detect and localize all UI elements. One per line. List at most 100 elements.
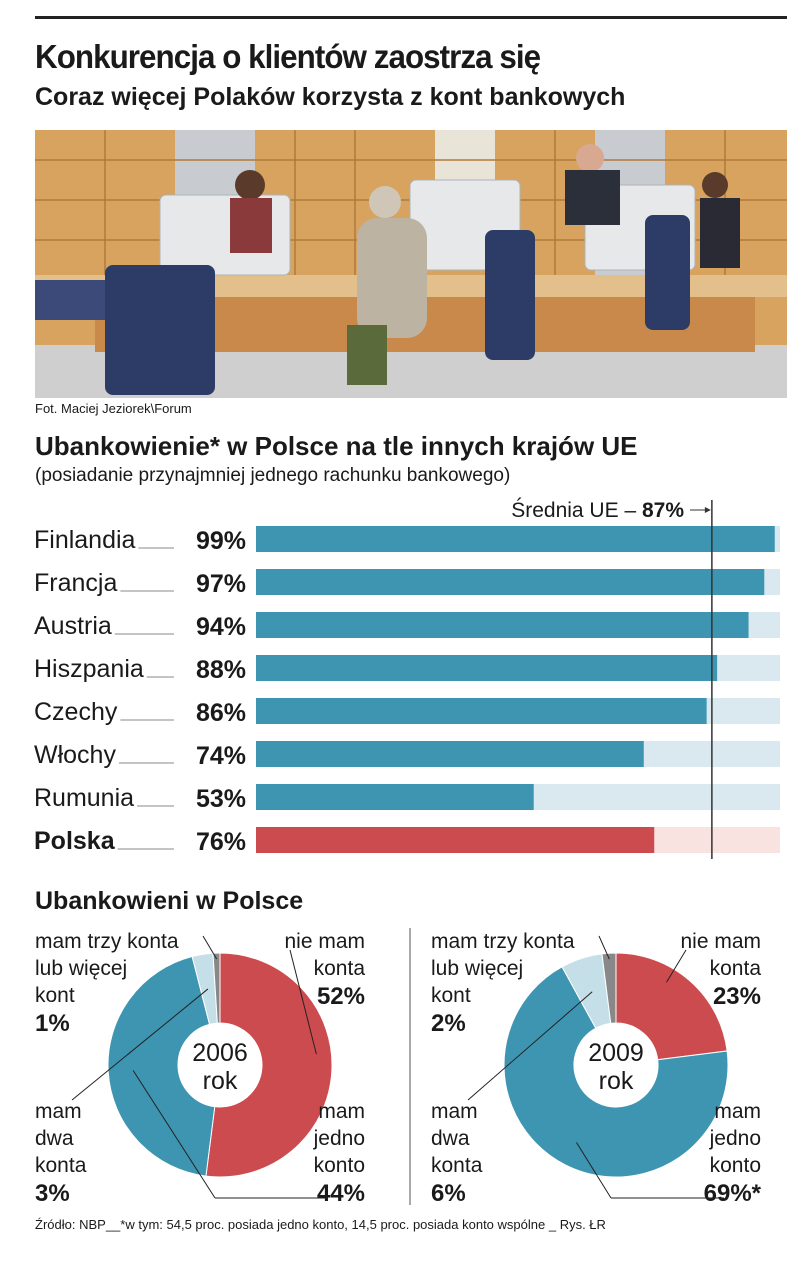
leader-line	[202, 935, 218, 960]
slice-label: dwa	[35, 1127, 74, 1150]
slice-label: nie mam	[284, 930, 365, 953]
donut-section-title: Ubankowieni w Polsce	[35, 887, 304, 915]
value-label: 94%	[196, 613, 246, 641]
slice-label: jedno	[709, 1127, 761, 1150]
leader-line	[576, 1142, 612, 1199]
reference-line-value: 87%	[642, 499, 684, 522]
person-banker-head	[576, 144, 604, 172]
slice-label: mam	[35, 1100, 82, 1123]
photo-chairs	[105, 215, 690, 395]
leader-line	[71, 988, 209, 1101]
donut-center-word: rok	[599, 1067, 634, 1095]
slice-label: mam trzy konta	[431, 930, 575, 953]
donut-slice	[107, 955, 216, 1177]
slice-label: nie mam	[680, 930, 761, 953]
source-text: Źródło: NBP	[35, 1217, 106, 1232]
value-label: 53%	[196, 785, 246, 813]
slice-label: lub więcej	[35, 957, 127, 980]
slice-value: 3%	[35, 1180, 70, 1207]
slice-value: 2%	[431, 1010, 466, 1037]
bar	[256, 698, 707, 724]
slice-label: kont	[35, 984, 75, 1007]
category-label: Francja	[34, 569, 117, 597]
donut-slice	[205, 952, 333, 1178]
source-sep-1: __	[105, 1217, 121, 1232]
slice-label: mam	[318, 1100, 365, 1123]
bar-chart-subtitle: (posiadanie przynajmniej jednego rachunk…	[35, 465, 511, 486]
slice-label: konta	[314, 957, 366, 980]
slice-label: dwa	[431, 1127, 470, 1150]
footnote-text: *w tym: 54,5 proc. posiada jedno konto, …	[120, 1217, 546, 1232]
slice-label: lub więcej	[431, 957, 523, 980]
bar	[256, 569, 765, 595]
donut-center-year: 2006	[192, 1039, 248, 1067]
credit-text: Rys. ŁR	[559, 1217, 606, 1232]
reference-arrow-head	[704, 507, 711, 513]
slice-label: mam	[714, 1100, 761, 1123]
value-label: 86%	[196, 699, 246, 727]
slice-value: 6%	[431, 1180, 466, 1207]
slice-value: 1%	[35, 1010, 70, 1037]
donut-center-year: 2009	[588, 1039, 644, 1067]
value-label: 74%	[196, 742, 246, 770]
slice-value: 44%	[317, 1180, 365, 1207]
category-label: Austria	[34, 612, 112, 640]
value-label: 88%	[196, 656, 246, 684]
value-label: 99%	[196, 527, 246, 555]
leader-line	[467, 991, 593, 1101]
value-label: 97%	[196, 570, 246, 598]
person-banker-body	[565, 170, 620, 225]
subheadline: Coraz więcej Polaków korzysta z kont ban…	[35, 83, 626, 111]
category-label: Finlandia	[34, 526, 136, 554]
slice-label: mam	[431, 1100, 478, 1123]
bar	[256, 526, 775, 552]
bar	[256, 784, 534, 810]
person-client-head	[369, 186, 401, 218]
slice-value: 52%	[317, 983, 365, 1010]
person-client-body	[357, 218, 427, 338]
leader-line	[666, 949, 687, 983]
category-label: Polska	[34, 827, 116, 855]
bar-chart-title: Ubankowienie* w Polsce na tle innych kra…	[35, 431, 638, 461]
slice-label: konto	[710, 1154, 761, 1177]
photo-credit: Fot. Maciej Jeziorek\Forum	[35, 401, 192, 416]
bar	[256, 655, 718, 681]
donut-center-word: rok	[203, 1067, 238, 1095]
category-label: Hiszpania	[34, 655, 144, 683]
slice-label: konta	[431, 1154, 483, 1177]
source-line: Źródło: NBP__*w tym: 54,5 proc. posiada …	[35, 1217, 606, 1232]
value-label: 76%	[196, 828, 246, 856]
slice-value: 69%*	[704, 1180, 762, 1207]
slice-label: mam trzy konta	[35, 930, 179, 953]
slice-value: 23%	[713, 983, 761, 1010]
reference-line-label: Średnia UE – 87%	[511, 498, 684, 522]
slice-label: jedno	[313, 1127, 365, 1150]
leader-line	[132, 1070, 216, 1199]
person-woman-body	[700, 198, 740, 268]
slice-label: konta	[35, 1154, 87, 1177]
donut-slice	[212, 952, 221, 1024]
person-client-legs	[347, 325, 387, 385]
category-label: Włochy	[34, 741, 116, 769]
slice-label: konta	[710, 957, 762, 980]
bar-chart: Finlandia 99% Francja 97% Austria 94% Hiszpani…	[34, 498, 780, 859]
leader-line	[289, 949, 317, 1055]
leader-line	[598, 935, 610, 960]
headline: Konkurencja o klientów zaostrza się	[35, 38, 541, 75]
donut-slice	[615, 952, 728, 1061]
category-label: Czechy	[34, 698, 118, 726]
slice-label: konto	[314, 1154, 365, 1177]
bar	[256, 827, 655, 853]
person-teller	[235, 170, 265, 200]
bar	[256, 612, 749, 638]
slice-label: kont	[431, 984, 471, 1007]
bar	[256, 741, 644, 767]
bank-branch-photo	[35, 130, 787, 398]
category-label: Rumunia	[34, 784, 134, 812]
reference-line-text: Średnia UE –	[511, 498, 642, 522]
photo-people	[230, 144, 740, 385]
top-rule	[35, 16, 787, 19]
source-sep-2: _	[545, 1217, 560, 1232]
person-teller-body	[230, 198, 272, 253]
